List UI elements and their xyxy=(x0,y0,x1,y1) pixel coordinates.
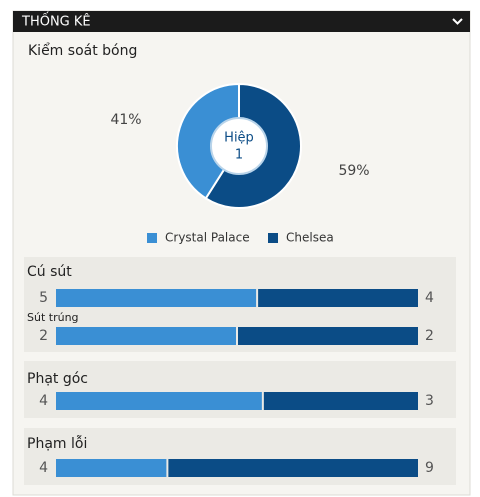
legend-label: Chelsea xyxy=(286,231,334,245)
value-label: 59% xyxy=(338,163,369,179)
legend-label: Crystal Palace xyxy=(165,231,250,245)
home-value: 4 xyxy=(39,460,48,476)
header-title: THỐNG KÊ xyxy=(21,13,91,30)
header-bar[interactable] xyxy=(13,11,470,32)
home-value: 2 xyxy=(39,328,48,344)
home-bar xyxy=(56,327,236,345)
home-bar xyxy=(56,459,167,477)
center-label: 1 xyxy=(235,148,243,163)
pie-center xyxy=(210,117,268,175)
home-bar xyxy=(56,392,262,410)
home-bar xyxy=(56,289,257,307)
collapse-icon[interactable] xyxy=(452,18,463,25)
stat-title: Phạm lỗi xyxy=(27,435,87,452)
away-bar xyxy=(263,392,418,410)
away-value: 3 xyxy=(425,393,434,409)
value-label: 41% xyxy=(110,112,141,128)
away-bar xyxy=(168,459,418,477)
possession-title: Kiểm soát bóng xyxy=(28,42,137,59)
home-value: 4 xyxy=(39,393,48,409)
stat-title: Phạt góc xyxy=(27,371,88,387)
stat-title: Sút trúng xyxy=(27,311,79,324)
home-value: 5 xyxy=(39,290,48,306)
away-value: 4 xyxy=(425,290,434,306)
legend-swatch xyxy=(268,233,278,243)
away-bar xyxy=(258,289,418,307)
away-bar xyxy=(238,327,418,345)
away-value: 9 xyxy=(425,460,434,476)
center-label: Hiệp xyxy=(224,131,254,146)
away-value: 2 xyxy=(425,328,434,344)
legend-swatch xyxy=(147,233,157,243)
stat-title: Cú sút xyxy=(27,264,72,280)
